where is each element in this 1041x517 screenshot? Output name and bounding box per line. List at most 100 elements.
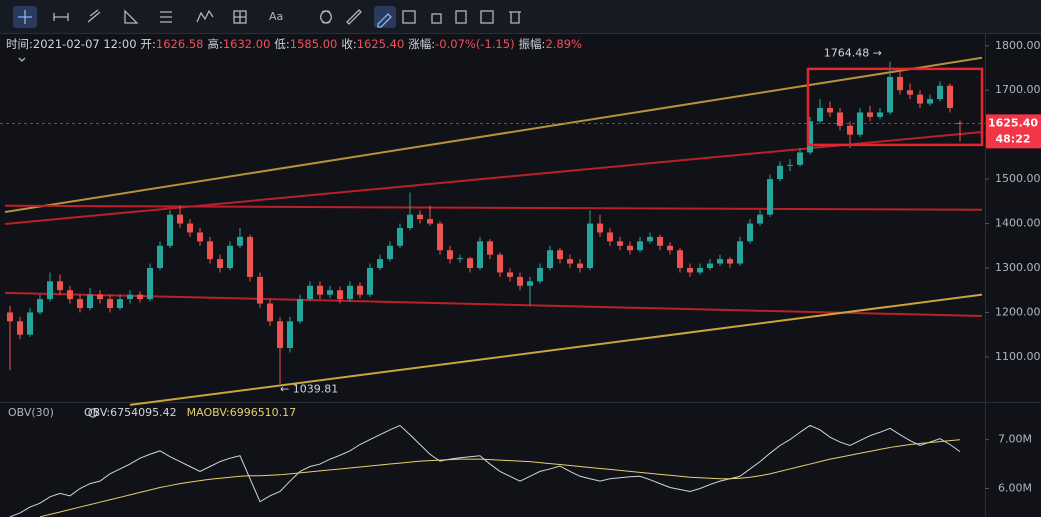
candle-body <box>207 241 213 260</box>
price-annotation: 1764.48 → <box>824 47 882 60</box>
candle-body <box>507 272 513 277</box>
copy-icon[interactable] <box>455 10 467 24</box>
text-tool[interactable]: Aa <box>269 10 283 23</box>
trendline <box>4 131 983 225</box>
toolbar <box>0 0 1041 33</box>
candle-body <box>597 223 603 233</box>
header-label: 时间: <box>6 37 33 51</box>
candle-body <box>57 281 63 291</box>
candle-body <box>747 223 753 242</box>
candle-body <box>87 294 93 308</box>
candle-body <box>47 281 53 300</box>
candle-body <box>457 258 463 260</box>
magnet-icon[interactable] <box>320 10 332 24</box>
header-label: 低: <box>274 37 290 51</box>
delete-icon[interactable] <box>509 11 521 24</box>
candle-body <box>417 214 423 220</box>
crosshair-icon[interactable] <box>18 10 32 24</box>
y-tick-label: 1800.00 <box>995 39 1041 52</box>
candle-body <box>17 321 23 335</box>
candle-body <box>297 299 303 322</box>
y-tick-label: 1100.00 <box>995 350 1041 363</box>
candle-body <box>447 250 453 260</box>
header-value: 1626.58 <box>155 37 204 51</box>
last-price-tag <box>986 114 1041 149</box>
candle-body <box>687 268 693 273</box>
candle-body <box>497 254 503 273</box>
header-label: 高: <box>207 37 223 51</box>
y-tick-label: 1400.00 <box>995 217 1041 230</box>
header-value: 1632.00 <box>222 37 271 51</box>
candle-body <box>367 268 373 295</box>
header-label: 涨幅: <box>408 37 436 51</box>
candle-body <box>727 259 733 264</box>
candle-body <box>867 112 873 117</box>
candle-body <box>697 268 703 273</box>
candle-body <box>377 259 383 268</box>
candle-body <box>177 214 183 224</box>
hide-icon[interactable] <box>402 10 416 24</box>
candle-body <box>637 241 643 251</box>
countdown: 48:22 <box>995 132 1030 145</box>
trend-icon[interactable] <box>87 9 101 23</box>
header-value: 1585.00 <box>289 37 338 51</box>
header-label: 开: <box>140 37 156 51</box>
candle-body <box>627 245 633 251</box>
trendline <box>129 293 983 406</box>
candle-body <box>237 236 243 246</box>
header-label: 振幅: <box>518 37 546 51</box>
candle-body <box>187 223 193 233</box>
pen-icon[interactable] <box>377 13 392 28</box>
candle-body <box>807 121 813 153</box>
candle-body <box>37 299 43 313</box>
candle-body <box>647 236 653 242</box>
candle-body <box>347 285 353 300</box>
lock-icon[interactable] <box>431 13 442 24</box>
candle-body <box>257 276 263 304</box>
candle-body <box>777 165 783 180</box>
candle-body <box>677 250 683 268</box>
candle-body <box>7 312 13 322</box>
candle-body <box>217 259 223 268</box>
candle-body <box>67 290 73 300</box>
lines-icon[interactable] <box>160 11 172 23</box>
candle-body <box>787 164 793 166</box>
candle-body <box>557 250 563 260</box>
candle-body <box>307 285 313 300</box>
candle-body <box>587 223 593 268</box>
collapse-icon[interactable] <box>18 57 26 62</box>
y-tick-label: 1200.00 <box>995 305 1041 318</box>
ruler-icon[interactable] <box>346 9 362 25</box>
candle-body <box>907 90 913 95</box>
candle-body <box>427 219 433 224</box>
candle-body <box>737 241 743 264</box>
candle-body <box>517 276 523 286</box>
pattern-icon[interactable] <box>196 9 214 23</box>
candle-body <box>837 112 843 126</box>
y-tick-label: 1700.00 <box>995 83 1041 96</box>
fib-icon[interactable] <box>124 9 139 24</box>
measure-cross[interactable] <box>234 11 246 23</box>
candle-body <box>247 236 253 277</box>
candle-body <box>927 99 933 104</box>
candle-body <box>707 263 713 268</box>
y-tick-label: 1300.00 <box>995 261 1041 274</box>
candle-body <box>577 263 583 268</box>
indicator-name: OBV(30) <box>8 406 54 419</box>
candle-body <box>657 236 663 246</box>
candle-body <box>757 214 763 224</box>
hline-icon[interactable] <box>53 13 69 21</box>
candle-body <box>947 85 953 108</box>
trendline <box>4 204 983 211</box>
candle-body <box>817 108 823 122</box>
candle-body <box>407 214 413 228</box>
candle-body <box>147 268 153 300</box>
settings-icon[interactable] <box>88 408 98 418</box>
edit-icon[interactable] <box>480 10 494 24</box>
candle-body <box>487 241 493 255</box>
indicator-line <box>9 424 961 517</box>
candle-body <box>97 294 103 300</box>
candle-body <box>27 312 33 335</box>
